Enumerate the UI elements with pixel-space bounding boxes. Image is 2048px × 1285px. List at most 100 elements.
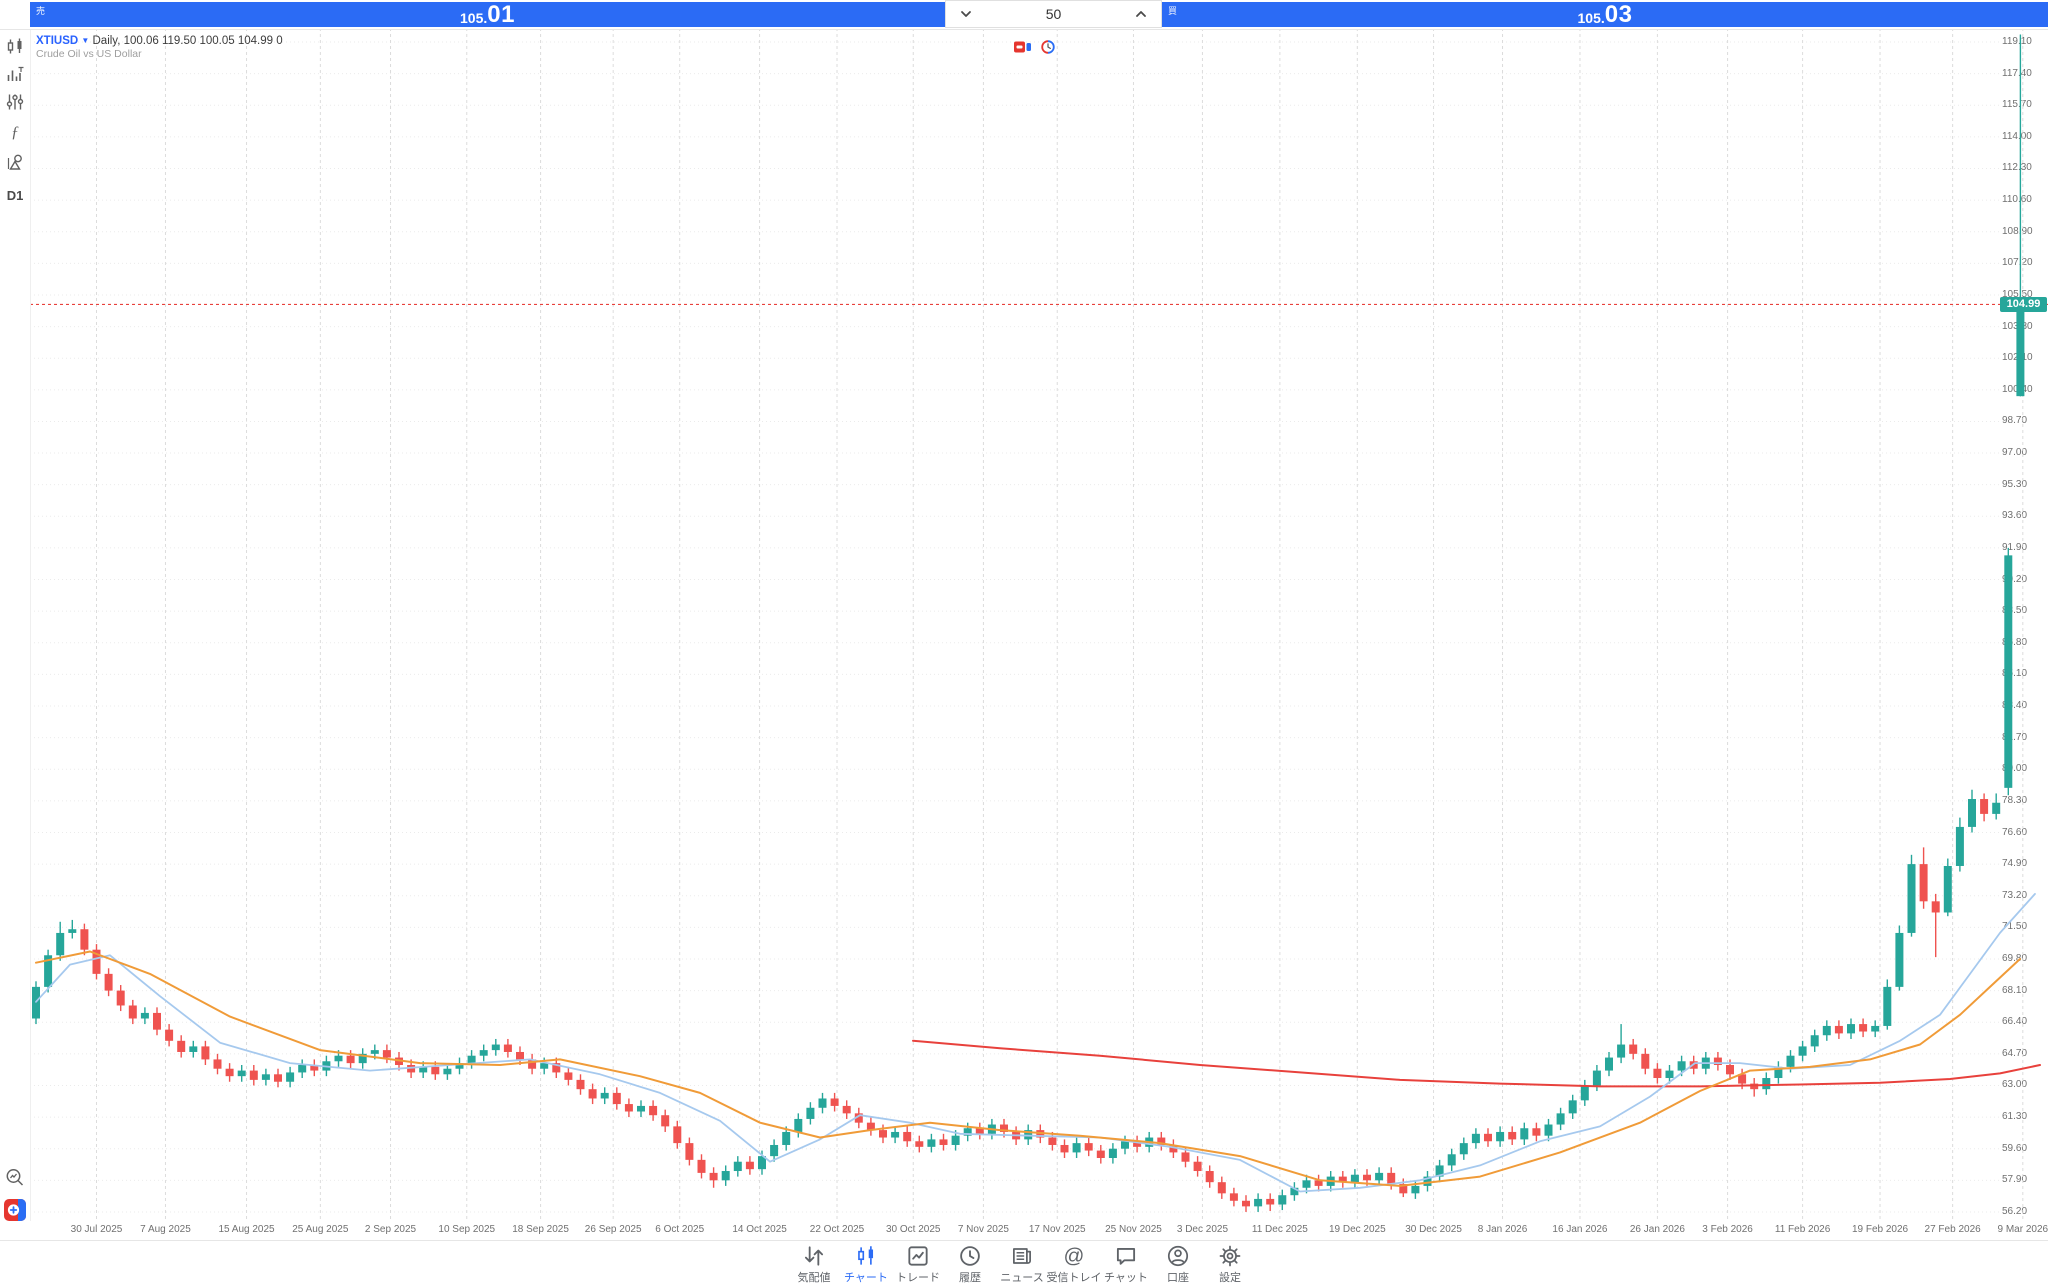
nav-item-account[interactable]: 口座 <box>1152 1243 1204 1285</box>
date-axis-label: 10 Sep 2025 <box>438 1224 496 1235</box>
price-axis-label: 74.90 <box>2002 858 2028 870</box>
sell-price: 105. 01 <box>460 0 515 28</box>
date-axis-label: 26 Sep 2025 <box>584 1224 642 1235</box>
price-axis-label: 117.40 <box>2002 67 2032 79</box>
nav-item-news[interactable]: ニュース <box>996 1243 1048 1285</box>
symbol-description: Crude Oil vs US Dollar <box>36 48 142 61</box>
date-axis-label: 6 Oct 2025 <box>655 1224 705 1235</box>
nav-item-label: 口座 <box>1167 1272 1189 1284</box>
chart-header: XTIUSD ▼ Daily, 100.06 119.50 100.05 104… <box>36 34 283 62</box>
indicators-function-icon[interactable]: ƒ <box>3 120 27 144</box>
price-axis-label: 68.10 <box>2002 984 2028 996</box>
calendar-event-clock-icon[interactable] <box>1041 40 1055 59</box>
svg-text:ƒ: ƒ <box>11 124 19 141</box>
date-axis-label: 19 Feb 2026 <box>1851 1224 1909 1235</box>
price-axis-label: 108.90 <box>2002 225 2033 237</box>
svg-text:@: @ <box>1064 1245 1085 1268</box>
price-axis-label: 86.80 <box>2002 636 2028 648</box>
price-axis-label: 64.70 <box>2002 1047 2028 1059</box>
date-axis-label: 30 Dec 2025 <box>1405 1224 1462 1235</box>
price-axis-label: 56.20 <box>2002 1205 2028 1217</box>
volume-decrease-chevron-icon[interactable] <box>946 1 986 27</box>
price-axis-label: 57.90 <box>2002 1174 2028 1186</box>
date-axis-label: 3 Dec 2025 <box>1176 1224 1229 1235</box>
newspaper-icon <box>1009 1243 1035 1269</box>
buy-label: 買 <box>1168 6 1178 16</box>
price-axis-label: 98.70 <box>2002 415 2028 427</box>
nav-item-label: 履歴 <box>959 1272 981 1284</box>
chart-type-candlestick-icon[interactable] <box>3 34 27 58</box>
nav-item-quotes[interactable]: 気配値 <box>788 1243 840 1285</box>
price-axis-label: 66.40 <box>2002 1016 2028 1028</box>
objects-icon[interactable] <box>3 150 27 174</box>
indicator-settings-sliders-icon[interactable] <box>3 90 27 114</box>
chat-bubble-icon <box>1113 1243 1139 1269</box>
price-axis-label: 95.30 <box>2002 478 2028 490</box>
nav-item-inbox[interactable]: @ 受信トレイ <box>1046 1243 1102 1285</box>
date-axis-label: 2 Sep 2025 <box>364 1224 417 1235</box>
price-axis-label: 110.60 <box>2002 194 2032 206</box>
date-axis-label: 25 Aug 2025 <box>292 1224 349 1235</box>
price-axis-label: 97.00 <box>2002 447 2028 459</box>
nav-item-label: 設定 <box>1219 1272 1241 1284</box>
date-axis-label: 11 Dec 2025 <box>1251 1224 1308 1235</box>
price-axis-label: 78.30 <box>2002 794 2028 806</box>
nav-item-label: 受信トレイ <box>1046 1272 1102 1284</box>
price-axis-label: 91.90 <box>2002 541 2028 553</box>
date-axis-label: 30 Jul 2025 <box>70 1224 123 1235</box>
nav-item-label: トレード <box>896 1272 940 1284</box>
nav-item-chat[interactable]: チャット <box>1100 1243 1152 1285</box>
nav-item-history[interactable]: 履歴 <box>944 1243 996 1285</box>
date-axis-label: 16 Jan 2026 <box>1552 1224 1608 1235</box>
price-axis-label: 90.20 <box>2002 573 2028 585</box>
price-axis-label: 85.10 <box>2002 668 2028 680</box>
price-axis-label: 115.70 <box>2002 99 2032 111</box>
date-axis-label: 22 Oct 2025 <box>809 1224 865 1235</box>
chart-icon <box>853 1243 879 1269</box>
buy-price: 105. 03 <box>1577 0 1633 28</box>
ohlc-summary: Daily, 100.06 119.50 100.05 104.99 0 <box>92 35 283 47</box>
price-axis-label: 63.00 <box>2002 1079 2028 1091</box>
volume-value[interactable]: 50 <box>1045 6 1062 22</box>
price-axis-label: 105.50 <box>2002 288 2033 300</box>
price-axis-label: 59.60 <box>2002 1142 2028 1154</box>
chevron-down-icon: ▼ <box>81 36 90 45</box>
current-price-tag: 104.99 <box>2000 296 2047 312</box>
date-axis-label: 3 Feb 2026 <box>1702 1224 1753 1235</box>
nav-item-settings[interactable]: 設定 <box>1204 1243 1256 1285</box>
date-axis-label: 9 Mar 2026 <box>1997 1224 2048 1235</box>
price-axis-label: 61.30 <box>2002 1111 2028 1123</box>
left-toolbar: ƒ D1 <box>0 0 31 1280</box>
promo-app-icon[interactable] <box>3 1198 27 1222</box>
date-axis-label: 14 Oct 2025 <box>732 1224 787 1235</box>
chart-stats-magnifier-icon[interactable] <box>3 1166 27 1190</box>
nav-item-trade[interactable]: トレード <box>892 1243 944 1285</box>
volume-increase-chevron-icon[interactable] <box>1121 1 1161 27</box>
date-axis-label: 8 Jan 2026 <box>1477 1224 1528 1235</box>
price-axis-label: 114.00 <box>2002 130 2032 142</box>
clock-icon <box>957 1243 983 1269</box>
price-axis-label: 80.00 <box>2002 763 2028 775</box>
sell-button[interactable]: 売 105. 01 <box>30 0 945 28</box>
symbol-name[interactable]: XTIUSD <box>36 35 79 47</box>
news-event-icon[interactable] <box>1014 40 1031 59</box>
price-axis-label: 81.70 <box>2002 731 2028 743</box>
price-axis-label: 83.40 <box>2002 700 2028 712</box>
tick-volumes-icon[interactable] <box>3 62 27 86</box>
timeframe-selector[interactable]: D1 <box>6 188 24 203</box>
buy-button[interactable]: 買 105. 03 <box>1162 0 2048 28</box>
date-axis: 30 Jul 2025 7 Aug 2025 15 Aug 2025 25 Aug 2… <box>0 1221 2048 1240</box>
date-axis-label: 17 Nov 2025 <box>1028 1224 1086 1235</box>
symbol-selector[interactable]: XTIUSD ▼ Daily, 100.06 119.50 100.05 104… <box>36 34 283 48</box>
at-sign-icon: @ <box>1061 1243 1087 1269</box>
date-axis-label: 11 Feb 2026 <box>1774 1224 1831 1235</box>
nav-item-label: チャット <box>1104 1272 1148 1284</box>
date-axis-label: 19 Dec 2025 <box>1328 1224 1386 1235</box>
volume-stepper[interactable]: 50 <box>945 0 1162 28</box>
nav-item-chart[interactable]: チャート <box>840 1243 892 1285</box>
nav-item-label: 気配値 <box>797 1272 831 1284</box>
nav-item-label: ニュース <box>1000 1272 1044 1284</box>
chart-event-icons <box>1014 40 1055 59</box>
date-axis-label: 27 Feb 2026 <box>1924 1224 1981 1235</box>
